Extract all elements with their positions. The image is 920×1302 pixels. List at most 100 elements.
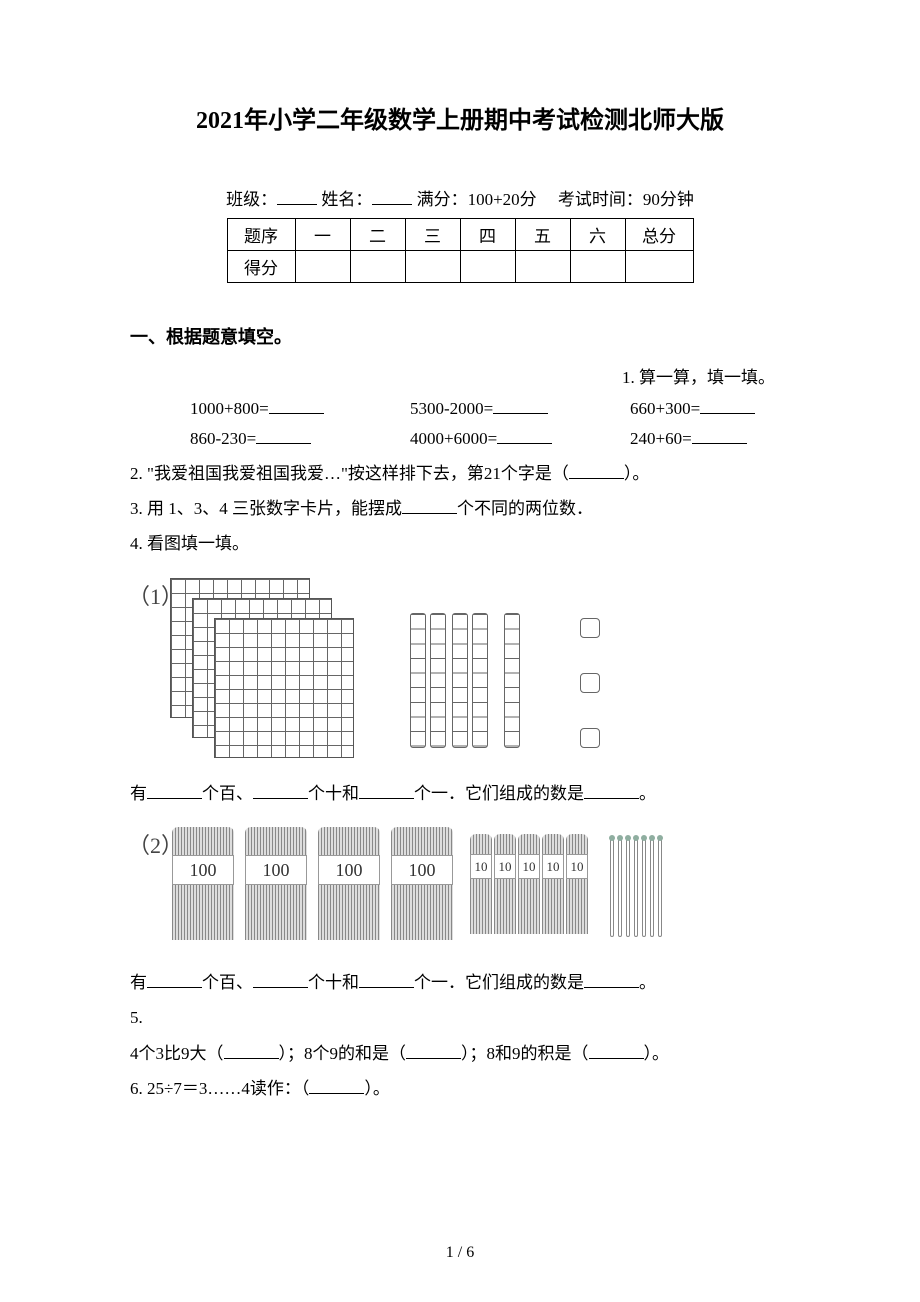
score-cell[interactable] bbox=[405, 251, 460, 283]
answer-blank[interactable] bbox=[569, 464, 624, 479]
score-cell[interactable] bbox=[460, 251, 515, 283]
answer-blank[interactable] bbox=[253, 973, 308, 988]
score-cell[interactable] bbox=[350, 251, 405, 283]
single-stick bbox=[642, 837, 646, 937]
name-blank[interactable] bbox=[372, 189, 412, 205]
fa: 有 bbox=[130, 784, 147, 803]
bundle-label: 10 bbox=[470, 854, 492, 879]
row1-label: 题序 bbox=[227, 219, 295, 251]
table-row: 得分 bbox=[227, 251, 693, 283]
answer-blank[interactable] bbox=[359, 784, 414, 799]
score-cell[interactable] bbox=[625, 251, 693, 283]
exam-info-line: 班级： 姓名： 满分：100+20分 考试时间：90分钟 bbox=[130, 185, 790, 210]
q5-b: ）；8个9的和是（ bbox=[279, 1044, 407, 1063]
table-row: 题序 一 二 三 四 五 六 总分 bbox=[227, 219, 693, 251]
col-3: 三 bbox=[405, 219, 460, 251]
calc-5: 4000+6000= bbox=[410, 429, 497, 448]
q6-b: ）。 bbox=[364, 1079, 390, 1098]
examtime-value: 90分钟 bbox=[643, 190, 694, 209]
fa: 有 bbox=[130, 973, 147, 992]
calc-1: 1000+800= bbox=[190, 399, 269, 418]
bundle-label: 10 bbox=[518, 854, 540, 879]
answer-blank[interactable] bbox=[692, 429, 747, 444]
bundle-label: 100 bbox=[245, 855, 307, 885]
fc: 个十和 bbox=[308, 973, 359, 992]
calc-row-1: 1000+800= 5300-2000= 660+300= bbox=[130, 394, 790, 425]
answer-blank[interactable] bbox=[253, 784, 308, 799]
score-cell[interactable] bbox=[515, 251, 570, 283]
calc-3: 660+300= bbox=[630, 399, 700, 418]
bundle-label: 10 bbox=[542, 854, 564, 879]
question-4: 4. 看图填一填。 bbox=[130, 528, 790, 560]
answer-blank[interactable] bbox=[359, 973, 414, 988]
answer-blank[interactable] bbox=[584, 973, 639, 988]
answer-blank[interactable] bbox=[224, 1044, 279, 1059]
bundle-label: 100 bbox=[391, 855, 453, 885]
q2-text: 2. "我爱祖国我爱祖国我爱…"按这样排下去，第21个字是（ bbox=[130, 464, 569, 483]
answer-blank[interactable] bbox=[402, 499, 457, 514]
answer-blank[interactable] bbox=[256, 429, 311, 444]
single-stick bbox=[634, 837, 638, 937]
calc-row-2: 860-230= 4000+6000= 240+60= bbox=[130, 424, 790, 455]
answer-blank[interactable] bbox=[269, 399, 324, 414]
answer-blank[interactable] bbox=[147, 784, 202, 799]
answer-blank[interactable] bbox=[406, 1044, 461, 1059]
answer-blank[interactable] bbox=[589, 1044, 644, 1059]
unit-cube bbox=[580, 728, 600, 748]
name-label: 姓名： bbox=[321, 190, 372, 209]
class-blank[interactable] bbox=[277, 189, 317, 205]
q2-end: ）。 bbox=[624, 464, 650, 483]
bundle-10: 10 bbox=[494, 834, 516, 939]
question-2: 2. "我爱祖国我爱祖国我爱…"按这样排下去，第21个字是（ ）。 bbox=[130, 458, 790, 490]
col-6: 六 bbox=[570, 219, 625, 251]
fb: 个百、 bbox=[202, 784, 253, 803]
answer-blank[interactable] bbox=[493, 399, 548, 414]
question-3: 3. 用 1、3、4 三张数字卡片，能摆成 个不同的两位数． bbox=[130, 493, 790, 525]
single-stick bbox=[650, 837, 654, 937]
score-cell[interactable] bbox=[295, 251, 350, 283]
col-4: 四 bbox=[460, 219, 515, 251]
fullmarks-label: 满分： bbox=[417, 190, 468, 209]
answer-blank[interactable] bbox=[147, 973, 202, 988]
col-5: 五 bbox=[515, 219, 570, 251]
q5-a: 4个3比9大（ bbox=[130, 1044, 224, 1063]
ten-bar bbox=[472, 613, 488, 748]
answer-blank[interactable] bbox=[700, 399, 755, 414]
examtime-label: 考试时间： bbox=[558, 190, 643, 209]
calc-6: 240+60= bbox=[630, 429, 692, 448]
ten-bar bbox=[504, 613, 520, 748]
bundle-100: 100 bbox=[391, 827, 453, 942]
bundle-label: 10 bbox=[494, 854, 516, 879]
calc-2: 5300-2000= bbox=[410, 399, 493, 418]
fullmarks-value: 100+20分 bbox=[468, 190, 537, 209]
bundle-100: 100 bbox=[318, 827, 380, 942]
fd: 个一．它们组成的数是 bbox=[414, 784, 584, 803]
answer-blank[interactable] bbox=[497, 429, 552, 444]
bundle-100: 100 bbox=[245, 827, 307, 942]
unit-cube bbox=[580, 618, 600, 638]
single-stick bbox=[618, 837, 622, 937]
question-6: 6. 25÷7＝3……4读作：（ ）。 bbox=[130, 1073, 790, 1105]
fig1-fill-line: 有个百、个十和个一．它们组成的数是。 bbox=[130, 778, 790, 810]
answer-blank[interactable] bbox=[584, 784, 639, 799]
bundle-10: 10 bbox=[470, 834, 492, 939]
question-5-label: 5. bbox=[130, 1002, 790, 1034]
class-label: 班级： bbox=[226, 190, 277, 209]
bundle-100: 100 bbox=[172, 827, 234, 942]
figure-1: （1） bbox=[130, 573, 790, 768]
single-stick bbox=[658, 837, 662, 937]
answer-blank[interactable] bbox=[309, 1079, 364, 1094]
ten-bar bbox=[452, 613, 468, 748]
calc-4: 860-230= bbox=[190, 429, 256, 448]
score-cell[interactable] bbox=[570, 251, 625, 283]
ten-bar bbox=[430, 613, 446, 748]
exam-title: 2021年小学二年级数学上册期中考试检测北师大版 bbox=[130, 100, 790, 135]
col-1: 一 bbox=[295, 219, 350, 251]
bundle-label: 10 bbox=[566, 854, 588, 879]
col-2: 二 bbox=[350, 219, 405, 251]
q3-b: 个不同的两位数． bbox=[457, 499, 593, 518]
q1-intro: 1. 算一算，填一填。 bbox=[130, 363, 790, 394]
q3-a: 3. 用 1、3、4 三张数字卡片，能摆成 bbox=[130, 499, 402, 518]
score-table: 题序 一 二 三 四 五 六 总分 得分 bbox=[227, 218, 694, 283]
q6-a: 6. 25÷7＝3……4读作：（ bbox=[130, 1079, 309, 1098]
